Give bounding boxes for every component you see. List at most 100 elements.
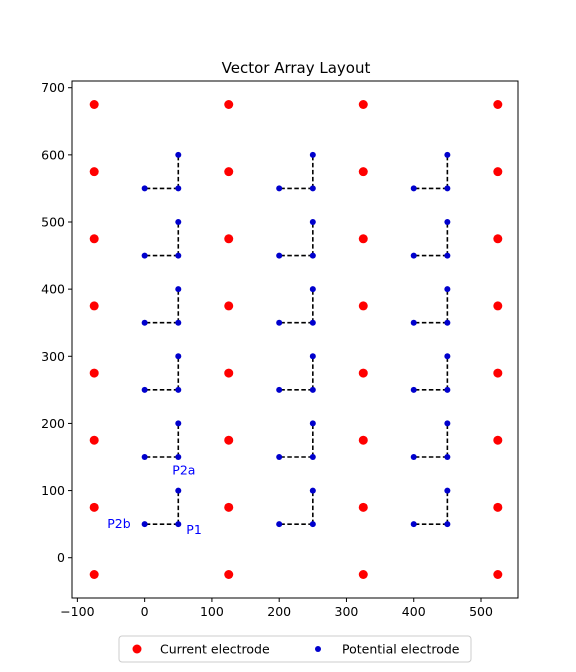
- potential-electrode-point: [276, 521, 283, 528]
- potential-electrode-point: [276, 319, 283, 326]
- current-electrode-point: [224, 167, 234, 177]
- x-tick-label: 100: [200, 604, 224, 619]
- potential-electrode-point: [309, 185, 316, 192]
- potential-electrode-point: [175, 386, 182, 393]
- potential-electrode-point: [175, 420, 182, 427]
- potential-electrode-point: [309, 151, 316, 158]
- y-tick-label: 100: [41, 483, 65, 498]
- current-electrode-point: [224, 301, 234, 311]
- current-electrode-point: [89, 502, 99, 512]
- potential-electrode-point: [141, 386, 148, 393]
- y-tick-label: 500: [41, 215, 65, 230]
- current-electrode-point: [224, 368, 234, 378]
- potential-electrode-point: [276, 185, 283, 192]
- annotation-p2b: P2b: [107, 516, 130, 531]
- y-tick-label: 400: [41, 282, 65, 297]
- y-tick-label: 700: [41, 80, 65, 95]
- current-electrode-point: [224, 100, 234, 109]
- y-tick-label: 300: [41, 349, 65, 364]
- potential-electrode-point: [276, 386, 283, 393]
- y-tick-label: 600: [41, 147, 65, 162]
- x-tick-label: 0: [141, 604, 149, 619]
- annotations: P2a P2b P1: [107, 463, 202, 538]
- current-electrode-point: [358, 435, 368, 445]
- chart-title: Vector Array Layout: [222, 59, 371, 77]
- x-tick-label: 300: [335, 604, 359, 619]
- potential-electrode-point: [141, 319, 148, 326]
- potential-electrode-point: [141, 521, 148, 528]
- potential-electrode-point: [175, 151, 182, 158]
- x-tick-label: 200: [267, 604, 291, 619]
- annotation-p2a: P2a: [172, 463, 195, 478]
- current-electrode-point: [358, 368, 368, 378]
- potential-electrode-point: [444, 386, 451, 393]
- potential-electrode-point: [141, 454, 148, 460]
- legend-marker-current: [132, 644, 142, 654]
- potential-electrode-point: [309, 319, 316, 326]
- current-electrode-point: [89, 301, 99, 311]
- current-electrode-point: [358, 234, 368, 244]
- x-tick-label: −100: [60, 604, 94, 619]
- legend-marker-potential: [315, 646, 321, 652]
- current-electrode-point: [493, 502, 503, 512]
- plot-frame: [71, 80, 519, 599]
- potential-electrode-point: [309, 420, 316, 427]
- potential-electrode-point: [175, 487, 182, 494]
- potential-electrode-point: [410, 454, 417, 460]
- current-electrode-point: [493, 570, 503, 579]
- potential-electrode-point: [444, 219, 451, 225]
- potential-electrode-point: [410, 521, 417, 528]
- potential-electrode-point: [175, 521, 182, 528]
- y-tick-label: 200: [41, 416, 65, 431]
- current-electrode-point: [358, 100, 368, 109]
- x-tick-label: 500: [469, 604, 493, 619]
- current-electrode-point: [493, 368, 503, 378]
- potential-electrode-point: [141, 185, 148, 192]
- potential-electrode-point: [444, 286, 451, 293]
- current-electrode-point: [224, 502, 234, 512]
- current-electrode-point: [493, 167, 503, 177]
- potential-electrode-point: [444, 151, 451, 158]
- potential-electrode-point: [141, 252, 148, 259]
- potential-electrode-point: [309, 521, 316, 528]
- potential-electrode-point: [309, 386, 316, 393]
- potential-electrode-point: [410, 386, 417, 393]
- current-electrode-point: [224, 435, 234, 445]
- connector-lines: [144, 154, 449, 525]
- potential-electrode-point: [309, 286, 316, 293]
- current-electrode-point: [89, 234, 99, 244]
- potential-electrode-point: [410, 252, 417, 259]
- potential-electrode-point: [444, 454, 451, 460]
- annotation-p1: P1: [186, 522, 202, 537]
- potential-electrode-point: [309, 219, 316, 225]
- current-electrode-point: [493, 100, 503, 109]
- potential-electrode-point: [309, 487, 316, 494]
- potential-electrode-point: [410, 319, 417, 326]
- potential-electrode-point: [175, 286, 182, 293]
- potential-electrode-point: [444, 353, 451, 360]
- current-electrode-point: [89, 100, 99, 109]
- y-tick-label: 0: [57, 550, 65, 565]
- potential-electrode-point: [444, 420, 451, 427]
- current-electrode-point: [224, 570, 234, 579]
- x-tick-label: 400: [402, 604, 426, 619]
- potential-electrode-point: [309, 353, 316, 360]
- current-electrode-point: [358, 167, 368, 177]
- current-electrode-point: [224, 234, 234, 244]
- potential-electrode-point: [444, 521, 451, 528]
- potential-electrode-point: [175, 252, 182, 259]
- current-electrode-point: [89, 368, 99, 378]
- potential-electrode-point: [175, 319, 182, 326]
- y-axis-ticks: 0 100 200 300 400 500 600 700: [41, 80, 72, 565]
- current-electrode-point: [358, 570, 368, 579]
- potential-electrode-point: [175, 353, 182, 360]
- potential-electrode-point: [309, 252, 316, 259]
- legend: Current electrode Potential electrode: [118, 635, 472, 663]
- current-electrode-point: [89, 435, 99, 445]
- current-electrode-point: [358, 301, 368, 311]
- data-points: [89, 100, 503, 579]
- potential-electrode-point: [444, 252, 451, 259]
- potential-electrode-point: [444, 319, 451, 326]
- current-electrode-point: [493, 435, 503, 445]
